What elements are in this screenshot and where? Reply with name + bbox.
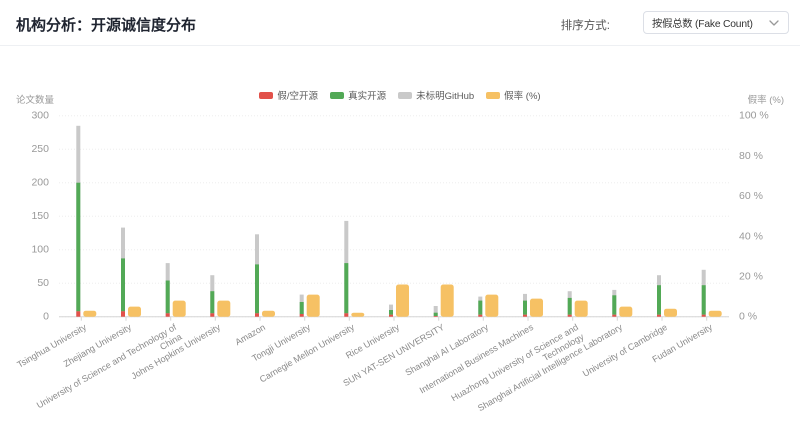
svg-text:300: 300 xyxy=(31,110,49,122)
svg-text:200: 200 xyxy=(31,177,49,189)
svg-text:100 %: 100 % xyxy=(739,110,769,122)
svg-text:150: 150 xyxy=(31,210,49,222)
svg-text:80 %: 80 % xyxy=(739,150,763,162)
svg-text:40 %: 40 % xyxy=(739,230,763,242)
svg-text:60 %: 60 % xyxy=(739,190,763,202)
svg-text:250: 250 xyxy=(31,143,49,155)
svg-text:0 %: 0 % xyxy=(739,311,757,323)
svg-text:0: 0 xyxy=(43,311,49,323)
svg-text:100: 100 xyxy=(31,244,49,256)
svg-text:50: 50 xyxy=(37,277,49,289)
svg-text:20 %: 20 % xyxy=(739,271,763,283)
